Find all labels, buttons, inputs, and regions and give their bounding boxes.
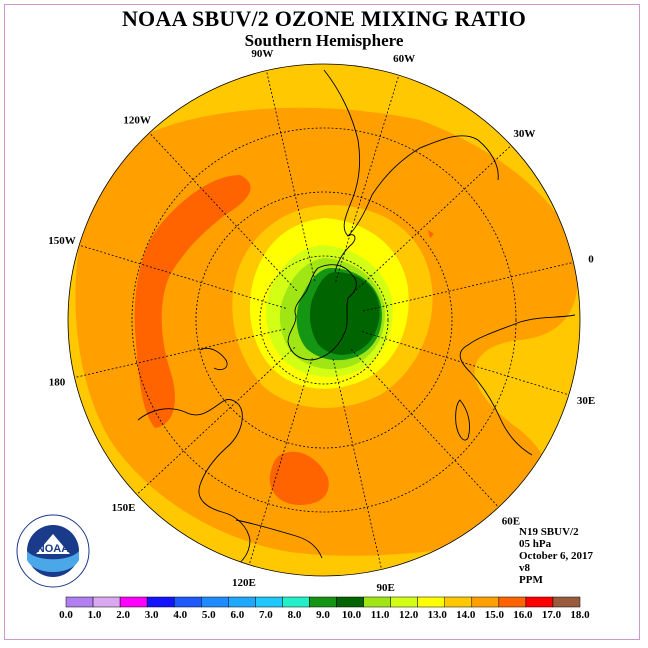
meridian-90W — [266, 70, 316, 282]
date-label: October 6, 2017 — [519, 550, 594, 562]
longitude-label: 120W — [123, 115, 151, 127]
meridian-120W — [149, 132, 298, 292]
ozone-field-15-16-speck — [428, 230, 434, 238]
color-scale-tick-label: 18.0 — [570, 609, 590, 621]
color-scale-tick-label: 14.0 — [456, 609, 476, 621]
coastline-new-zealand — [199, 347, 228, 371]
color-scale-tick-label: 0.0 — [59, 609, 73, 621]
longitude-label: 180 — [49, 377, 66, 389]
longitude-label: 150W — [48, 235, 76, 247]
color-swatch — [173, 596, 202, 608]
color-scale-tick-label: 16.0 — [513, 609, 533, 621]
color-scale-tick-label: 4.0 — [173, 609, 187, 621]
color-scale-tick-label: 10.0 — [342, 609, 362, 621]
color-swatch — [498, 596, 527, 608]
coastline-africa — [459, 314, 576, 456]
meridian-60E — [350, 348, 499, 508]
color-swatch — [228, 596, 256, 608]
longitude-label: 90W — [251, 48, 273, 60]
satellite-label: N19 SBUV/2 — [519, 526, 579, 538]
color-swatch — [92, 596, 121, 608]
color-swatch — [552, 596, 581, 608]
color-scale-tick-label: 17.0 — [542, 609, 562, 621]
color-swatch — [471, 596, 500, 608]
color-scale-tick-label: 8.0 — [288, 609, 302, 621]
color-swatch — [65, 596, 94, 608]
color-scale-tick-label: 7.0 — [259, 609, 273, 621]
units-label: PPM — [519, 574, 543, 586]
color-swatch — [309, 596, 337, 608]
longitude-label: 60E — [502, 515, 520, 527]
longitude-label: 120E — [232, 577, 256, 589]
color-scale-tick-label: 3.0 — [145, 609, 159, 621]
page-title: NOAA SBUV/2 OZONE MIXING RATIO — [121, 6, 527, 31]
color-swatch — [525, 596, 554, 608]
color-scale-tick-label: 2.0 — [116, 609, 130, 621]
ozone-field-8-9 — [310, 272, 380, 355]
color-scale-tick-label: 5.0 — [202, 609, 216, 621]
color-swatch — [417, 596, 445, 608]
meridian-0 — [362, 262, 574, 312]
longitude-label: 30E — [577, 395, 595, 407]
color-scale-tick-label: 13.0 — [428, 609, 448, 621]
longitude-label: 60W — [393, 53, 415, 65]
color-swatch — [390, 596, 418, 608]
color-scale-tick-label: 15.0 — [485, 609, 505, 621]
color-scale-tick-label: 6.0 — [230, 609, 244, 621]
meridian-180 — [74, 328, 286, 378]
coastline-australia — [137, 399, 251, 571]
color-swatch — [282, 596, 310, 608]
coastline-madagascar — [455, 399, 471, 441]
color-swatch — [146, 596, 175, 608]
ozone-field-15-16-west — [134, 175, 251, 428]
color-swatch — [201, 596, 229, 608]
color-scale-tick-label: 11.0 — [371, 609, 390, 621]
meridian-150W — [79, 244, 286, 309]
latitude-circle-inner — [259, 255, 389, 385]
page-frame — [4, 4, 640, 640]
coastline-indonesia — [235, 519, 323, 559]
plot-info: N19 SBUV/2 05 hPa October 6, 2017 v8 PPM — [519, 526, 593, 586]
pressure-level-label: 05 hPa — [519, 538, 552, 550]
color-scale-tick-label: 12.0 — [399, 609, 419, 621]
color-scale-tick-label: 1.0 — [88, 609, 102, 621]
color-swatch — [444, 596, 473, 608]
color-swatch — [363, 596, 391, 608]
coastline-south-america — [323, 69, 499, 237]
version-label: v8 — [519, 562, 530, 574]
longitude-label: 30W — [513, 128, 535, 140]
meridian-30W — [352, 145, 512, 294]
longitude-label: 90E — [376, 582, 394, 594]
meridian-60W — [335, 75, 400, 282]
meridian-150E — [136, 346, 296, 495]
color-swatch — [255, 596, 283, 608]
noaa-logo: NOAA — [16, 514, 90, 588]
latitude-circle-middle — [195, 191, 453, 449]
color-scale: 0.0 1.0 2.0 3.0 4.0 5.0 6.0 7.0 8.0 9.0 10.0 11.0 12… — [59, 596, 590, 621]
meridian-120E — [248, 358, 313, 565]
page-subtitle: Southern Hemisphere — [244, 31, 404, 50]
longitude-label: 150E — [112, 502, 136, 514]
svg-text:NOAA: NOAA — [37, 543, 69, 555]
latitude-circle-outer — [131, 127, 517, 513]
map-boundary — [67, 63, 581, 577]
ozone-field-15-16-south — [269, 451, 329, 505]
coastline-antarctic-peninsula — [334, 234, 356, 273]
color-swatch — [119, 596, 148, 608]
color-scale-tick-label: 9.0 — [316, 609, 330, 621]
longitude-label: 0 — [588, 253, 594, 265]
meridian-30E — [362, 331, 569, 396]
meridian-90E — [332, 358, 382, 570]
color-swatch — [336, 596, 364, 608]
